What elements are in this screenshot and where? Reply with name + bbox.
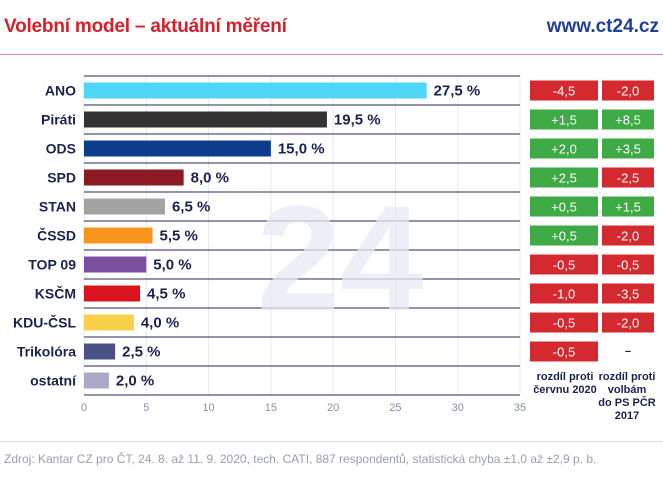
bar-čssd xyxy=(84,227,153,244)
comparison-value: +3,5 xyxy=(615,142,641,157)
value-label: 19,5 % xyxy=(334,112,381,129)
bar-ano xyxy=(84,82,427,99)
comparison-badge xyxy=(530,312,598,333)
comparison-value: -3,5 xyxy=(617,287,639,302)
comparison-badge xyxy=(530,341,598,362)
bar-ods xyxy=(84,140,271,157)
category-label: ANO xyxy=(45,83,76,99)
category-label: Trikolóra xyxy=(17,344,76,360)
x-tick-label: 30 xyxy=(452,402,464,414)
bars: ANO 27,5 % Piráti 19,5 % ODS 15,0 % SPD 8,0 % ST… xyxy=(13,82,481,390)
comparison-badge xyxy=(602,138,654,159)
comparison-badge xyxy=(602,283,654,304)
header-divider xyxy=(0,54,663,55)
bar-top 09 xyxy=(84,256,147,273)
category-label: TOP 09 xyxy=(28,257,76,273)
comparison-value: -2,0 xyxy=(617,84,639,99)
comparison-value: -2,5 xyxy=(617,171,639,186)
value-label: 5,5 % xyxy=(160,228,198,245)
bar-piráti xyxy=(84,111,327,128)
comparison-value: +8,5 xyxy=(615,113,641,128)
comparison-1-label: rozdíl proti červnu 2020 xyxy=(533,371,597,396)
page-title: Volební model – aktuální měření xyxy=(4,16,287,37)
comparison-value: -4,5 xyxy=(553,84,575,99)
gridlines xyxy=(83,75,521,396)
comparison-value: +2,0 xyxy=(551,142,577,157)
comparison-value: -0,5 xyxy=(553,316,575,331)
comparison-badge xyxy=(530,225,598,246)
category-label: KDU-ČSL xyxy=(13,314,76,331)
comparison-badge xyxy=(530,196,598,217)
category-label: SPD xyxy=(47,170,76,186)
value-label: 15,0 % xyxy=(278,141,325,158)
comparison-value: +2,5 xyxy=(551,171,577,186)
comparison-value: -0,5 xyxy=(553,258,575,273)
comparison-badges: -4,5 +1,5 +2,0 +2,5 +0,5 +0,5 -0,5 -1,0 -0,5 -0,5… xyxy=(530,80,654,362)
site-link[interactable]: www.ct24.cz xyxy=(546,16,659,37)
x-tick-label: 10 xyxy=(202,402,214,414)
value-label: 2,0 % xyxy=(116,373,154,390)
value-label: 4,0 % xyxy=(141,315,179,332)
value-label: 6,5 % xyxy=(172,199,210,216)
comparison-badge xyxy=(602,196,654,217)
bar-kdu-čsl xyxy=(84,314,134,331)
watermark: 24 xyxy=(257,174,424,342)
category-label: ODS xyxy=(46,141,76,157)
x-tick-label: 25 xyxy=(389,402,401,414)
bar-trikolóra xyxy=(84,343,116,360)
bar-ksčm xyxy=(84,285,141,302)
bar-spd xyxy=(84,169,184,186)
comparison-badge xyxy=(530,138,598,159)
comparison-value: -2,0 xyxy=(617,316,639,331)
comparison-value: – xyxy=(625,346,631,358)
bar-stan xyxy=(84,198,165,215)
x-tick-label: 20 xyxy=(327,402,339,414)
comparison-badge xyxy=(602,312,654,333)
comparison-value: +0,5 xyxy=(551,200,577,215)
category-label: Piráti xyxy=(41,112,76,128)
x-tick-label: 35 xyxy=(514,402,526,414)
comparison-value: -2,0 xyxy=(617,229,639,244)
value-label: 27,5 % xyxy=(434,83,481,100)
category-label: STAN xyxy=(39,199,76,215)
comparison-badge xyxy=(530,109,598,130)
category-label: ostatní xyxy=(30,373,77,389)
comparison-value: +1,5 xyxy=(551,113,577,128)
chart: 24 ANO 27,5 % Piráti 19,5 % ODS 15,0 % SPD 8,0 … xyxy=(13,75,656,422)
comparison-badge xyxy=(602,254,654,275)
comparison-badge xyxy=(602,80,654,101)
x-tick-label: 0 xyxy=(81,402,87,414)
comparison-badge xyxy=(530,167,598,188)
category-label: KSČM xyxy=(35,285,76,302)
footer-divider xyxy=(0,441,663,442)
comparison-value: -1,0 xyxy=(553,287,575,302)
value-label: 5,0 % xyxy=(153,257,191,274)
bar-ostatní xyxy=(84,372,109,389)
comparison-badge xyxy=(602,109,654,130)
comparison-value: +1,5 xyxy=(615,200,641,215)
value-label: 8,0 % xyxy=(191,170,229,187)
comparison-badge xyxy=(530,80,598,101)
comparison-badge xyxy=(602,225,654,246)
comparison-value: -0,5 xyxy=(617,258,639,273)
value-label: 4,5 % xyxy=(147,286,185,303)
source-note: Zdroj: Kantar CZ pro ČT, 24. 8. až 11. 9… xyxy=(4,452,597,466)
value-label: 2,5 % xyxy=(122,344,160,361)
x-tick-label: 15 xyxy=(265,402,277,414)
comparison-2-label: rozdíl proti volbám do PS PČR 2017 xyxy=(598,371,656,422)
comparison-value: +0,5 xyxy=(551,229,577,244)
x-axis: 0 5 10 15 20 25 30 35 xyxy=(81,402,526,414)
comparison-badge xyxy=(530,254,598,275)
comparison-badge xyxy=(530,283,598,304)
category-label: ČSSD xyxy=(37,227,76,244)
x-tick-label: 5 xyxy=(143,402,149,414)
comparison-badge xyxy=(602,167,654,188)
comparison-value: -0,5 xyxy=(553,345,575,360)
